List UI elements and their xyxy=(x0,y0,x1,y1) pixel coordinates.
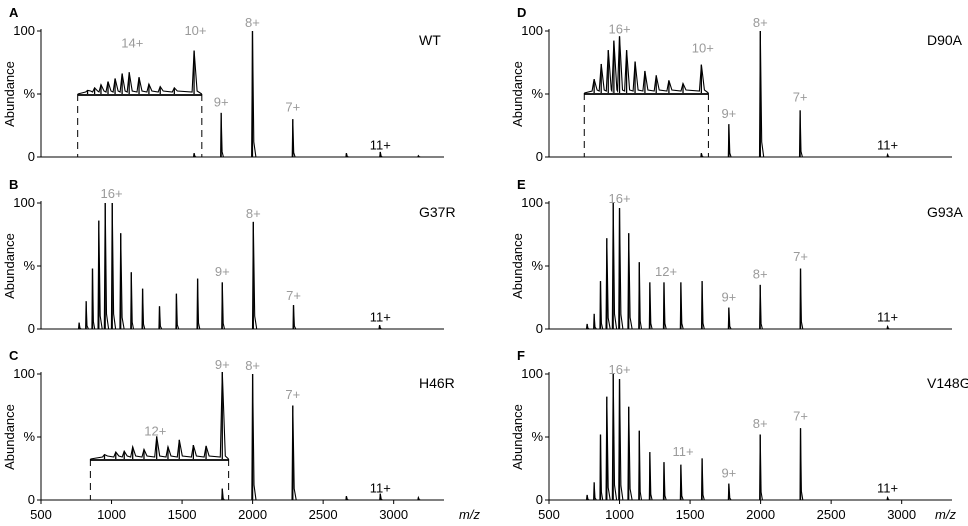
panel-a: A WT 100% 0 Abundance 14+ 10+ 9+ 8+ 7+ 11+ xyxy=(2,5,444,164)
charge-label: 7+ xyxy=(285,387,300,402)
y-tick-label: 0 xyxy=(28,492,35,507)
charge-label: 14+ xyxy=(121,35,143,50)
y-axis-title: Abundance xyxy=(510,404,525,470)
charge-label: 8+ xyxy=(245,358,260,373)
inset-trace xyxy=(90,371,229,460)
charge-label: 7+ xyxy=(793,249,808,264)
y-tick-label: % xyxy=(23,258,35,273)
charge-label: 9+ xyxy=(721,289,736,304)
mutant-name: G37R xyxy=(419,204,456,220)
y-tick-label: 0 xyxy=(28,149,35,164)
panel-d: D D90A 100% 0 Abundance 16+ 10+ 9+ 8+ 7+ 11+ xyxy=(510,5,963,164)
y-tick-label: 100 xyxy=(13,23,35,38)
charge-label: 7+ xyxy=(285,100,300,115)
y-tick-label: % xyxy=(23,429,35,444)
charge-label: 11+ xyxy=(877,309,898,324)
charge-label: 10+ xyxy=(692,40,714,55)
panel-letter: F xyxy=(517,348,525,363)
inset xyxy=(89,371,230,500)
x-tick-label: 2000 xyxy=(238,507,267,522)
panel-letter: D xyxy=(517,5,526,20)
x-tick-label: 1000 xyxy=(605,507,634,522)
mutant-name: G93A xyxy=(927,204,963,220)
y-tick-label: 100 xyxy=(521,23,543,38)
charge-label: 10+ xyxy=(184,23,206,38)
charge-label: 8+ xyxy=(753,267,768,282)
x-tick-label: 500 xyxy=(30,507,52,522)
x-tick-label: 1000 xyxy=(97,507,126,522)
mutant-name: V148G xyxy=(927,375,968,391)
charge-label: 16+ xyxy=(609,362,631,377)
charge-label: 11+ xyxy=(877,480,898,495)
x-tick-label: 500 xyxy=(538,507,560,522)
y-tick-label: 100 xyxy=(521,366,543,381)
panel-c: C H46R 100% 0 Abundance 500 1000 1500 2000 2500 30… xyxy=(2,348,455,522)
charge-label: 11+ xyxy=(672,444,693,459)
charge-label: 9+ xyxy=(215,264,230,279)
charge-label: 11+ xyxy=(877,137,898,152)
y-axis-title: Abundance xyxy=(2,61,17,127)
charge-label: 8+ xyxy=(245,15,260,30)
panel-letter: C xyxy=(9,348,19,363)
charge-label: 11+ xyxy=(370,137,391,152)
charge-label: 8+ xyxy=(753,15,768,30)
y-tick-label: 100 xyxy=(13,195,35,210)
inset-trace xyxy=(584,36,709,94)
charge-label: 11+ xyxy=(370,309,391,324)
mutant-name: H46R xyxy=(419,375,455,391)
x-tick-label: 1500 xyxy=(676,507,705,522)
charge-label: 12+ xyxy=(144,424,166,439)
charge-label: 8+ xyxy=(246,206,261,221)
panel-e: E G93A 100% 0 Abundance 16+ 12+ 9+ 8+ 7+ 11+ xyxy=(510,177,963,336)
charge-label: 9+ xyxy=(214,95,229,110)
mutant-name: WT xyxy=(419,32,441,48)
panel-f: F V148G 100% 0 Abundance 500 1000 1500 2000 2500 3… xyxy=(510,348,968,522)
y-axis-title: Abundance xyxy=(510,233,525,299)
charge-label: 7+ xyxy=(793,90,808,105)
charge-label: 8+ xyxy=(753,416,768,431)
panel-b: B G37R 100% 0 Abundance 16+ 9+ 8+ 7+ 11+ xyxy=(2,177,456,336)
charge-label: 9+ xyxy=(721,465,736,480)
x-tick-label: 2000 xyxy=(746,507,775,522)
y-tick-label: % xyxy=(531,258,543,273)
panel-letter: E xyxy=(517,177,526,192)
x-tick-label: 3000 xyxy=(887,507,916,522)
charge-label: 7+ xyxy=(286,288,301,303)
y-axis-title: Abundance xyxy=(2,404,17,470)
x-tick-label: 2500 xyxy=(817,507,846,522)
charge-label: 7+ xyxy=(793,409,808,424)
charge-label: 16+ xyxy=(101,186,123,201)
x-axis-label-left: m/z xyxy=(459,507,480,522)
x-tick-label: 1500 xyxy=(168,507,197,522)
y-tick-label: 0 xyxy=(536,321,543,336)
inset-trace xyxy=(77,50,203,95)
charge-label: 9+ xyxy=(721,106,736,121)
inset xyxy=(77,50,203,157)
charge-label: 16+ xyxy=(609,22,631,37)
x-tick-label: 2500 xyxy=(309,507,338,522)
y-tick-label: 100 xyxy=(521,195,543,210)
y-tick-label: 0 xyxy=(28,321,35,336)
panel-letter: B xyxy=(9,177,18,192)
y-axis-title: Abundance xyxy=(510,61,525,127)
y-tick-label: % xyxy=(531,429,543,444)
y-tick-label: % xyxy=(531,86,543,101)
charge-label: 9+ xyxy=(215,357,230,372)
y-tick-label: 100 xyxy=(13,366,35,381)
mutant-name: D90A xyxy=(927,32,963,48)
y-tick-label: 0 xyxy=(536,149,543,164)
x-axis-label-right: m/z xyxy=(935,507,956,522)
charge-label: 12+ xyxy=(655,264,677,279)
y-tick-label: 0 xyxy=(536,492,543,507)
inset xyxy=(583,36,709,157)
x-tick-label: 3000 xyxy=(379,507,408,522)
y-tick-label: % xyxy=(23,86,35,101)
y-axis-title: Abundance xyxy=(2,233,17,299)
panel-letter: A xyxy=(9,5,19,20)
charge-label: 11+ xyxy=(370,480,391,495)
charge-label: 16+ xyxy=(609,191,631,206)
